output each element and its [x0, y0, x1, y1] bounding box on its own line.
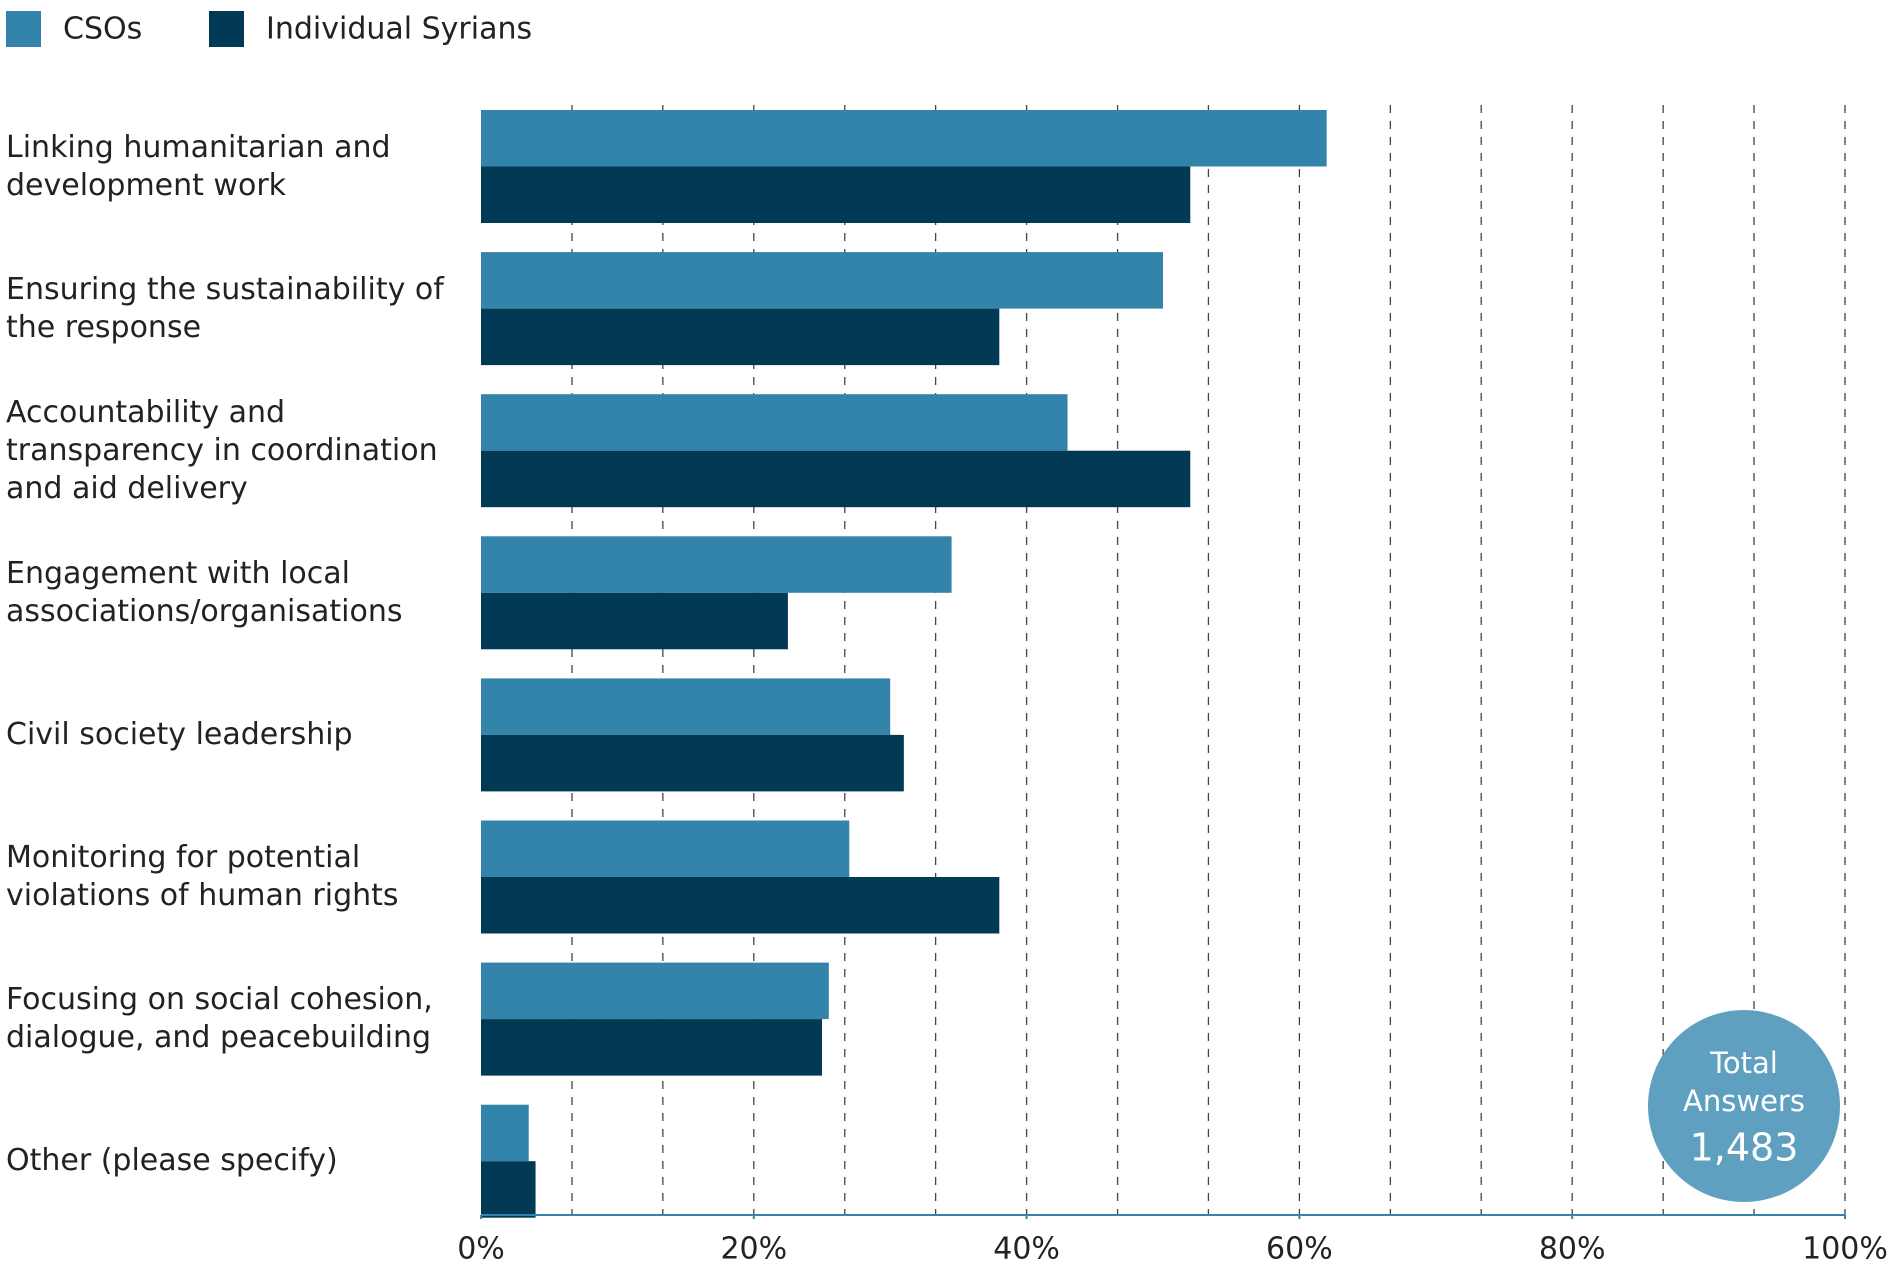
bar	[481, 252, 1163, 309]
total-badge	[1648, 1010, 1840, 1202]
bar	[481, 450, 1191, 508]
bar	[481, 592, 788, 650]
x-tick-label: 60%	[1266, 1232, 1333, 1267]
category-label: Focusing on social cohesion, dialogue, a…	[6, 982, 433, 1056]
legend-label: CSOs	[63, 12, 142, 47]
legend-swatch	[6, 11, 41, 47]
bar	[481, 394, 1068, 451]
category-label: Ensuring the sustainability of the respo…	[6, 271, 444, 345]
bar	[481, 536, 952, 593]
bar	[481, 678, 891, 735]
category-label: Civil society leadership	[6, 716, 353, 752]
x-tick-label: 0%	[457, 1232, 505, 1267]
bar	[481, 962, 829, 1020]
category-label: Linking humanitarian and development wor…	[6, 129, 391, 203]
bar	[481, 110, 1327, 167]
x-tick-label: 20%	[720, 1232, 787, 1267]
bar	[481, 166, 1191, 223]
category-label: Accountability and transparency in coord…	[6, 394, 438, 506]
bar	[481, 734, 904, 792]
x-tick-label: 80%	[1539, 1232, 1606, 1267]
bar	[481, 308, 1000, 366]
bar	[481, 877, 1000, 934]
legend-swatch	[209, 11, 244, 47]
badge-title: Total Answers	[1683, 1046, 1805, 1118]
badge-value: 1,483	[1690, 1126, 1799, 1170]
bar	[481, 1161, 536, 1218]
bar	[481, 1019, 822, 1076]
bar	[481, 820, 850, 877]
category-label: Other (please specify)	[6, 1143, 338, 1179]
bar	[481, 1104, 529, 1162]
category-label: Monitoring for potential violations of h…	[6, 840, 399, 913]
x-tick-label: 100%	[1802, 1232, 1888, 1267]
legend-label: Individual Syrians	[266, 12, 532, 47]
x-tick-label: 40%	[993, 1232, 1060, 1267]
category-label: Engagement with local associations/organ…	[6, 555, 403, 629]
